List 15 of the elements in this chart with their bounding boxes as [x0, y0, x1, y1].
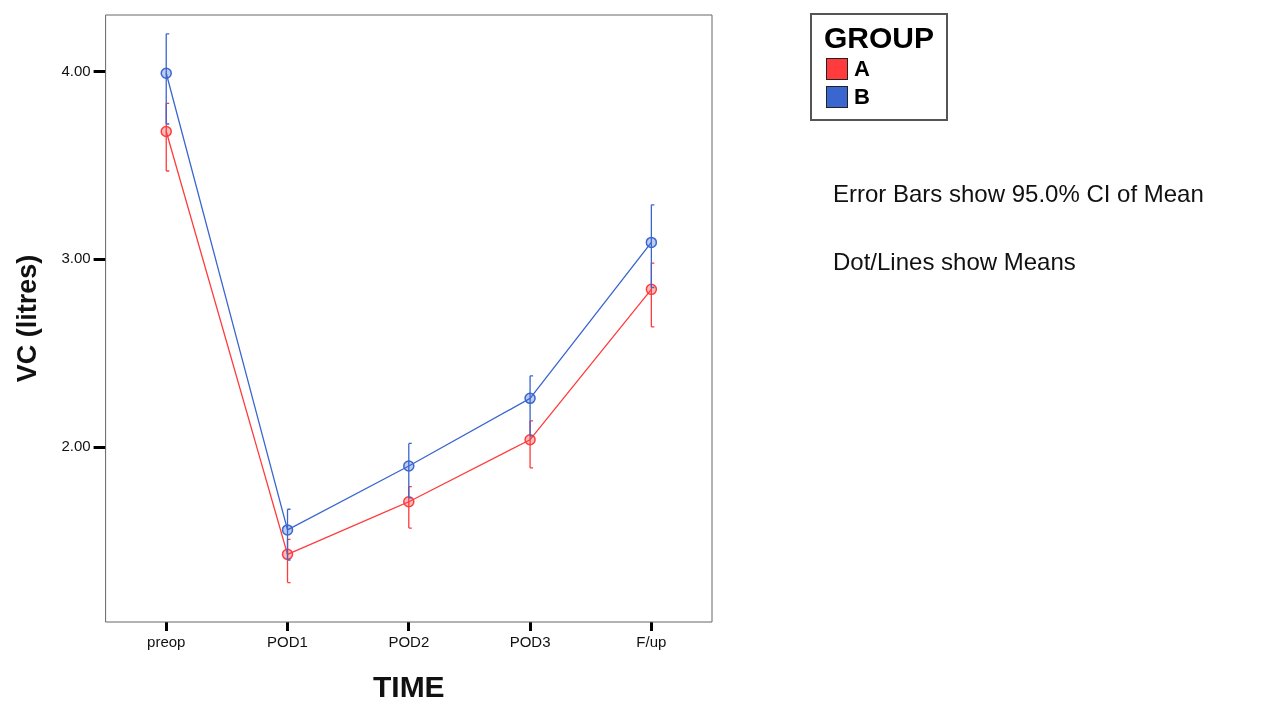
legend-title: GROUP [824, 21, 935, 55]
x-tick-label: POD3 [509, 633, 551, 651]
y-tick-label: 4.00 [61, 61, 91, 79]
x-tick-label: preop [147, 633, 186, 651]
legend-label: B [854, 84, 870, 110]
x-tick-label: F/up [636, 633, 667, 651]
y-axis-title: VC (litres) [11, 254, 42, 383]
y-tick-label: 2.00 [61, 437, 91, 455]
y-tick-label: 3.00 [61, 249, 91, 267]
legend-label: A [854, 56, 870, 82]
x-tick-label: POD2 [388, 633, 430, 651]
text: Error Bars show 95.0% CI of Mean [833, 180, 1204, 208]
x-tick-label: POD1 [267, 633, 308, 651]
x-axis-title: TIME [372, 670, 445, 704]
text: Dot/Lines show Means [833, 248, 1077, 276]
